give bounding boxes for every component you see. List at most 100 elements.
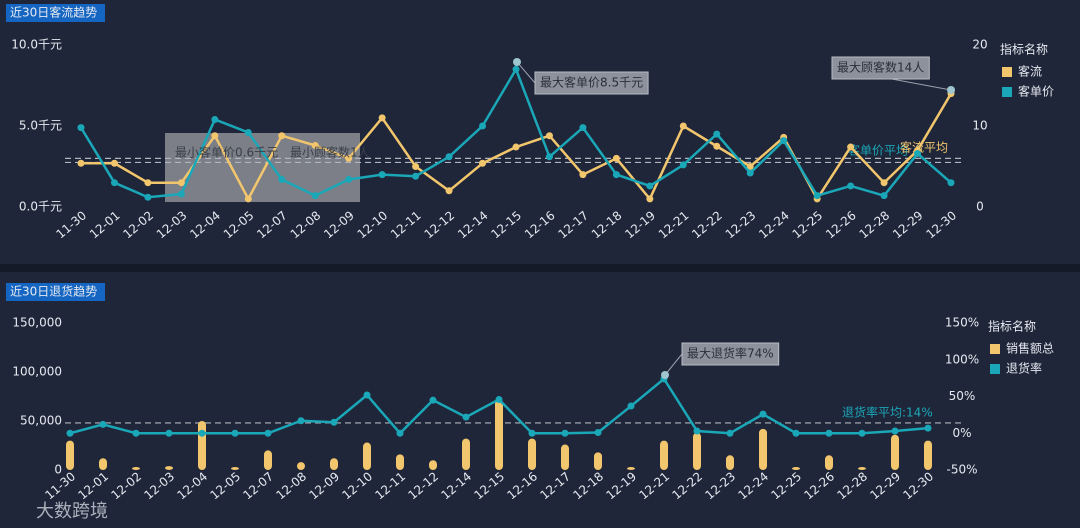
bar bbox=[264, 450, 272, 470]
point bbox=[445, 153, 453, 161]
bar bbox=[198, 421, 206, 470]
point bbox=[792, 429, 800, 437]
point bbox=[345, 175, 353, 183]
legend-swatch bbox=[1002, 87, 1012, 97]
bar bbox=[165, 466, 173, 470]
legend-label: 客流 bbox=[1018, 64, 1042, 79]
point bbox=[110, 159, 118, 167]
legend-label: 客单价 bbox=[1018, 84, 1054, 99]
point bbox=[211, 132, 219, 140]
bar bbox=[495, 399, 503, 470]
bar bbox=[759, 428, 767, 470]
point bbox=[363, 391, 371, 399]
bar bbox=[693, 432, 701, 470]
title-badge bbox=[6, 4, 105, 22]
y-tick-label: 50,000 bbox=[20, 414, 62, 428]
bar bbox=[429, 460, 437, 470]
bar bbox=[66, 440, 74, 470]
annotation-pointer bbox=[664, 353, 683, 376]
y-tick-label: 10.0千元 bbox=[11, 38, 62, 52]
point bbox=[77, 124, 85, 132]
average-label: 客流平均 bbox=[900, 140, 948, 155]
average-label: 退货率平均:14% bbox=[842, 405, 933, 420]
point bbox=[726, 429, 734, 437]
point bbox=[99, 420, 107, 428]
bar bbox=[660, 440, 668, 470]
point bbox=[66, 429, 74, 437]
bar bbox=[891, 434, 899, 470]
bar bbox=[594, 452, 602, 470]
point bbox=[144, 193, 152, 201]
point bbox=[378, 114, 386, 122]
point bbox=[813, 192, 821, 200]
bar bbox=[825, 455, 833, 470]
point bbox=[713, 142, 721, 150]
point bbox=[947, 179, 955, 187]
y-tick-label: 0 bbox=[54, 463, 62, 477]
point bbox=[264, 429, 272, 437]
bar bbox=[99, 458, 107, 470]
point bbox=[445, 187, 453, 195]
point bbox=[924, 424, 932, 432]
point bbox=[891, 427, 899, 435]
point bbox=[345, 154, 353, 162]
point bbox=[746, 169, 754, 177]
point bbox=[545, 132, 553, 140]
point bbox=[429, 396, 437, 404]
point bbox=[495, 395, 503, 403]
chart-title: 近30日客流趋势 bbox=[10, 5, 97, 20]
point bbox=[278, 132, 286, 140]
point bbox=[594, 429, 602, 437]
point bbox=[646, 182, 654, 190]
y-tick-label: 150,000 bbox=[12, 316, 62, 330]
y-tick-label: 0.0千元 bbox=[19, 200, 62, 214]
legend-title: 指标名称 bbox=[1000, 42, 1048, 57]
point bbox=[880, 192, 888, 200]
bar bbox=[528, 438, 536, 470]
y2-tick-label: 0 bbox=[976, 200, 984, 214]
watermark: 大数跨境 bbox=[36, 501, 108, 522]
y2-tick-label: 100% bbox=[945, 352, 979, 366]
point bbox=[479, 122, 487, 130]
point bbox=[713, 130, 721, 138]
point bbox=[579, 124, 587, 132]
point bbox=[528, 429, 536, 437]
point bbox=[880, 179, 888, 187]
annotation-box bbox=[831, 56, 930, 80]
bar bbox=[363, 442, 371, 470]
point bbox=[746, 163, 754, 170]
point bbox=[311, 192, 319, 200]
point bbox=[77, 159, 85, 167]
point bbox=[545, 153, 553, 161]
point bbox=[396, 429, 404, 437]
bar bbox=[297, 462, 305, 470]
bar bbox=[462, 438, 470, 470]
title-badge bbox=[6, 283, 105, 301]
legend-label: 销售额总 bbox=[1006, 341, 1054, 356]
bar bbox=[627, 467, 635, 470]
y2-tick-label: 150% bbox=[945, 316, 979, 330]
point bbox=[693, 427, 701, 435]
average-label: 客单价平均 bbox=[848, 143, 908, 158]
bar bbox=[792, 467, 800, 470]
point bbox=[561, 429, 569, 437]
y2-tick-label: 50% bbox=[949, 389, 976, 403]
annotation: 最小客单价0.6千元 bbox=[175, 145, 278, 160]
y-tick-label: 100,000 bbox=[12, 365, 62, 379]
point bbox=[244, 128, 252, 136]
point bbox=[165, 429, 173, 437]
point bbox=[330, 418, 338, 426]
point bbox=[412, 172, 420, 180]
point bbox=[244, 195, 252, 203]
point bbox=[847, 182, 855, 190]
point bbox=[412, 163, 420, 170]
bar bbox=[231, 467, 239, 470]
point bbox=[679, 122, 687, 130]
point bbox=[132, 429, 140, 437]
annotation-pin bbox=[513, 58, 521, 66]
point bbox=[627, 402, 635, 410]
bar bbox=[924, 440, 932, 470]
point bbox=[858, 429, 866, 437]
legend-label: 退货率 bbox=[1006, 361, 1042, 376]
